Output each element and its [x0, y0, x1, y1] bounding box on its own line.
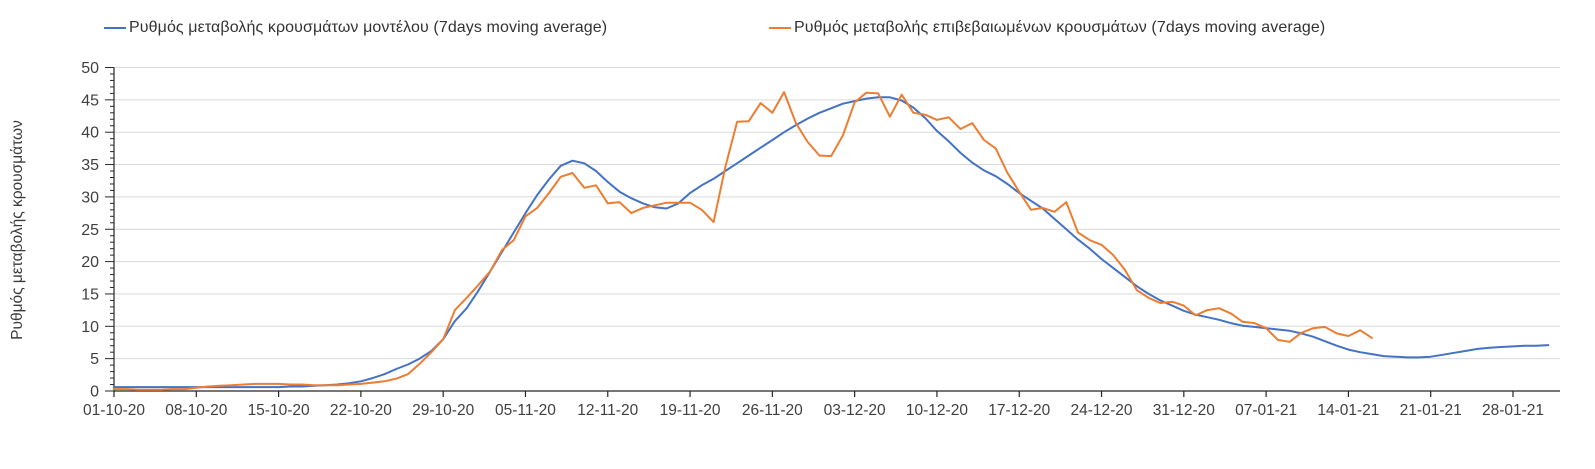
y-tick-label: 35	[81, 157, 99, 174]
x-tick-label: 05-11-20	[495, 402, 556, 419]
series-line-model	[113, 96, 1550, 389]
x-tick-label: 21-01-21	[1400, 402, 1462, 419]
y-tick-label: 15	[81, 286, 99, 303]
y-tick-label: 25	[81, 222, 99, 239]
x-tick-label: 19-11-20	[660, 402, 721, 419]
legend-item-confirmed[interactable]: Ρυθμός μεταβολής επιβεβαιωμένων κρουσμάτ…	[769, 19, 1325, 37]
x-tick-label: 01-10-20	[83, 402, 145, 419]
x-tick-label: 08-10-20	[165, 402, 227, 419]
y-tick-label: 50	[81, 60, 99, 77]
y-tick-label: 10	[81, 319, 99, 336]
x-tick-label: 28-01-21	[1482, 402, 1544, 419]
legend-line-model-icon	[104, 26, 126, 30]
x-tick-label: 07-01-21	[1235, 402, 1297, 419]
x-tick-label: 10-12-20	[906, 402, 968, 419]
x-tick-label: 29-10-20	[412, 402, 474, 419]
x-tick-label: 03-12-20	[824, 402, 886, 419]
x-tick-label: 24-12-20	[1071, 402, 1133, 419]
x-tick-label: 31-12-20	[1153, 402, 1215, 419]
series-line-confirmed	[113, 91, 1373, 391]
x-tick-label: 22-10-20	[330, 402, 392, 419]
legend-line-confirmed-icon	[769, 26, 791, 30]
x-tick-label: 14-01-21	[1317, 402, 1379, 419]
y-tick-label: 5	[90, 351, 99, 368]
x-tick-label: 15-10-20	[248, 402, 310, 419]
y-tick-label: 30	[81, 189, 99, 206]
x-tick-label: 17-12-20	[988, 402, 1050, 419]
x-tick-label: 26-11-20	[742, 402, 803, 419]
x-tick-label: 12-11-20	[577, 402, 638, 419]
legend-item-model[interactable]: Ρυθμός μεταβολής κρουσμάτων μοντέλου (7d…	[104, 19, 607, 37]
y-tick-label: 0	[90, 384, 99, 401]
y-tick-label: 40	[81, 125, 99, 142]
y-tick-label: 45	[81, 92, 99, 109]
y-tick-label: 20	[81, 254, 99, 271]
legend-label-model: Ρυθμός μεταβολής κρουσμάτων μοντέλου (7d…	[129, 19, 608, 36]
legend-label-confirmed: Ρυθμός μεταβολής επιβεβαιωμένων κρουσμάτ…	[794, 19, 1326, 36]
